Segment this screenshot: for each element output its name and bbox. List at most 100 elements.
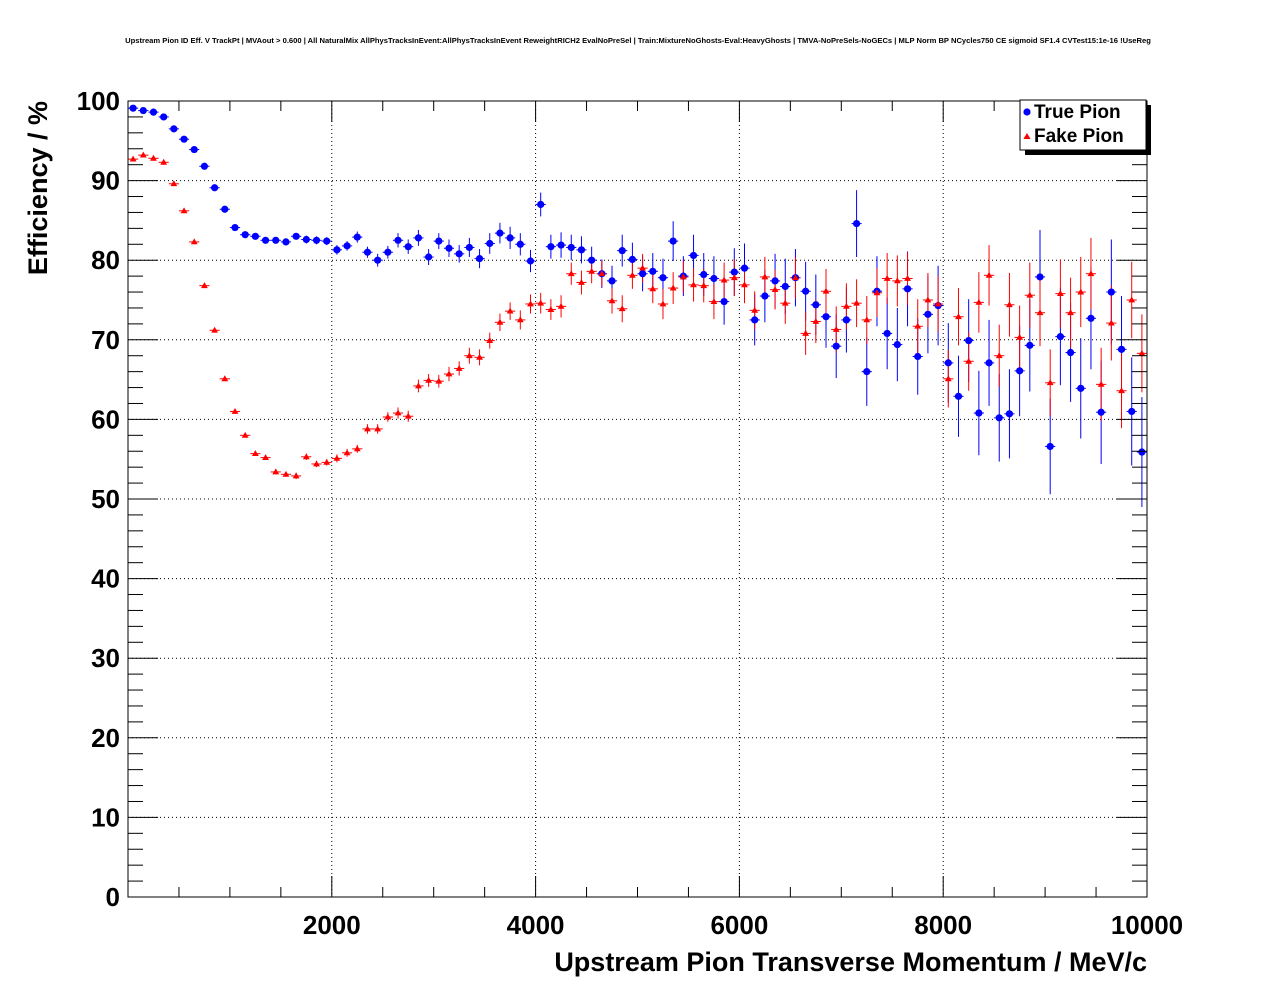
true-pion-point bbox=[863, 368, 871, 376]
true-pion-point bbox=[771, 277, 779, 285]
true-pion-point bbox=[1107, 288, 1115, 296]
fake-pion-point bbox=[1006, 301, 1013, 308]
true-pion-point bbox=[496, 229, 504, 237]
true-pion-point bbox=[272, 236, 280, 244]
true-pion-point bbox=[842, 316, 850, 324]
x-tick-label: 6000 bbox=[710, 910, 768, 940]
legend-true-pion-marker bbox=[1023, 108, 1031, 116]
fake-pion-point bbox=[364, 425, 371, 432]
fake-pion-point bbox=[1128, 296, 1136, 303]
fake-pion-point bbox=[139, 151, 147, 158]
true-pion-point bbox=[374, 256, 382, 264]
true-pion-point bbox=[1036, 273, 1044, 281]
true-pion-point bbox=[903, 285, 912, 293]
true-pion-point bbox=[944, 359, 952, 367]
true-pion-point bbox=[435, 237, 443, 245]
fake-pion-point bbox=[934, 300, 942, 307]
true-pion-point bbox=[720, 297, 728, 306]
true-pion-point bbox=[567, 243, 575, 252]
true-pion-point bbox=[312, 236, 321, 244]
true-pion-point bbox=[954, 392, 963, 400]
fake-pion-point bbox=[129, 155, 137, 162]
fake-pion-point bbox=[262, 454, 269, 461]
fake-pion-point bbox=[955, 313, 962, 320]
fake-pion-point bbox=[588, 267, 596, 274]
y-tick-label: 90 bbox=[91, 166, 120, 196]
x-tick-label: 4000 bbox=[507, 910, 565, 940]
fake-pion-point bbox=[404, 412, 412, 419]
fake-pion-point bbox=[1138, 349, 1146, 356]
fake-pion-point bbox=[394, 409, 402, 416]
fake-pion-point bbox=[1107, 319, 1115, 326]
fake-pion-point bbox=[516, 316, 524, 323]
fake-pion-point bbox=[313, 460, 320, 467]
fake-pion-point bbox=[486, 337, 494, 343]
legend-fake-pion-label: Fake Pion bbox=[1034, 126, 1124, 147]
true-pion-point bbox=[394, 236, 402, 244]
y-tick-label: 20 bbox=[91, 723, 120, 753]
y-tick-label: 70 bbox=[91, 325, 120, 355]
true-pion-point bbox=[180, 135, 188, 143]
true-pion-point bbox=[200, 162, 209, 170]
x-tick-label: 10000 bbox=[1111, 910, 1183, 940]
fake-pion-point bbox=[557, 302, 565, 309]
fake-pion-point bbox=[302, 453, 310, 460]
error-bars bbox=[128, 106, 1147, 507]
fake-pion-point bbox=[384, 413, 392, 420]
true-pion-point bbox=[1056, 333, 1064, 341]
true-pion-point bbox=[353, 233, 361, 241]
fake-pion-point bbox=[190, 238, 198, 245]
true-pion-point bbox=[608, 277, 616, 285]
y-tick-label: 50 bbox=[91, 484, 120, 514]
fake-pion-point bbox=[741, 281, 748, 288]
true-pion-point bbox=[557, 241, 565, 249]
fake-pion-point bbox=[506, 307, 514, 314]
fake-pion-point bbox=[802, 329, 810, 336]
true-pion-point bbox=[995, 414, 1003, 422]
true-pion-point bbox=[669, 237, 677, 245]
fake-pion-point bbox=[751, 306, 759, 313]
fake-pion-point bbox=[598, 270, 606, 277]
true-pion-point bbox=[577, 246, 586, 254]
fake-pion-point bbox=[781, 299, 789, 306]
fake-pion-point bbox=[1067, 309, 1074, 316]
fake-pion-point bbox=[649, 285, 657, 292]
fake-pion-point bbox=[792, 274, 799, 281]
fake-pion-point bbox=[608, 297, 616, 304]
fake-pion-point bbox=[292, 472, 300, 479]
true-pion-point bbox=[425, 253, 433, 261]
fake-pion-point bbox=[883, 275, 891, 281]
true-pion-point bbox=[924, 310, 932, 318]
fake-pion-point bbox=[180, 207, 188, 214]
true-pion-point bbox=[761, 292, 769, 300]
true-pion-point bbox=[588, 256, 596, 264]
true-pion-point bbox=[404, 243, 412, 251]
legend-true-pion-label: True Pion bbox=[1034, 102, 1121, 123]
fake-pion-point bbox=[547, 306, 555, 312]
true-pion-point bbox=[251, 232, 259, 240]
true-pion-point bbox=[832, 342, 840, 350]
true-pion-point bbox=[985, 359, 993, 367]
fake-pion-point bbox=[771, 286, 779, 293]
fake-pion-point bbox=[343, 449, 351, 456]
true-pion-point bbox=[506, 234, 514, 242]
true-pion-point bbox=[1087, 314, 1095, 322]
fake-pion-point bbox=[170, 180, 178, 187]
fake-pion-point bbox=[832, 325, 840, 332]
true-pion-point bbox=[343, 242, 351, 250]
true-pion-point bbox=[628, 255, 637, 264]
fake-pion-point bbox=[578, 278, 585, 285]
fake-pion-point bbox=[720, 276, 728, 283]
fake-pion-point bbox=[1026, 291, 1034, 298]
true-pion-point bbox=[455, 250, 463, 258]
true-pion-point bbox=[730, 268, 738, 276]
fake-pion-point bbox=[496, 318, 504, 325]
true-pion-point bbox=[1066, 348, 1075, 357]
true-pion-point bbox=[1026, 341, 1034, 349]
fake-pion-point bbox=[914, 322, 922, 329]
fake-pion-point bbox=[710, 298, 718, 304]
x-tick-label: 8000 bbox=[914, 910, 972, 940]
chart-title: Upstream Pion ID Eff. V TrackPt | MVAout… bbox=[125, 36, 1151, 45]
fake-pion-point bbox=[690, 281, 697, 288]
fake-pion-point bbox=[211, 326, 219, 333]
